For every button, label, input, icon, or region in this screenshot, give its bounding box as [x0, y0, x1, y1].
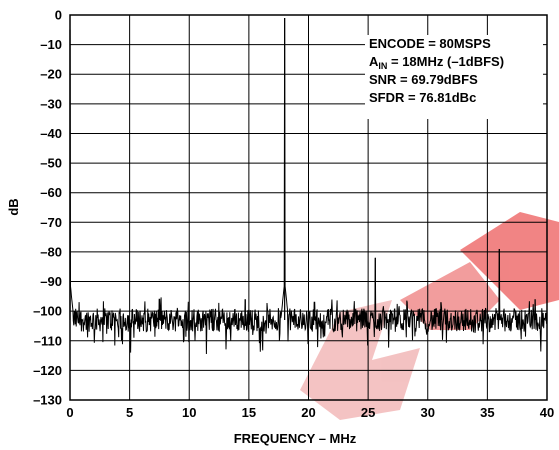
y-tick-label: –30: [40, 96, 62, 111]
y-tick-label: –100: [33, 304, 62, 319]
y-tick-label: –120: [33, 363, 62, 378]
y-tick-label: 0: [55, 8, 62, 23]
y-tick-label: –20: [40, 67, 62, 82]
x-tick-label: 0: [66, 405, 73, 420]
y-tick-label: –90: [40, 274, 62, 289]
y-tick-label: –70: [40, 215, 62, 230]
spectrum-trace: [69, 17, 548, 355]
y-tick-label: –80: [40, 244, 62, 259]
y-axis-title: dB: [6, 198, 21, 215]
annotation-sfdr: SFDR = 76.81dBc: [369, 90, 476, 105]
x-tick-label: 20: [301, 405, 315, 420]
x-tick-label: 10: [182, 405, 196, 420]
y-tick-label: –110: [34, 333, 62, 348]
y-tick-label: –40: [40, 126, 62, 141]
y-tick-label: –130: [33, 393, 62, 408]
annotation-snr: SNR = 69.79dBFS: [369, 72, 478, 87]
x-tick-label: 30: [421, 405, 435, 420]
x-tick-label: 5: [126, 405, 133, 420]
x-tick-label: 25: [361, 405, 375, 420]
watermark-logo: [300, 212, 559, 420]
x-tick-label: 15: [242, 405, 256, 420]
annotation-encode: ENCODE = 80MSPS: [369, 36, 491, 51]
annotation-background: [365, 35, 543, 119]
y-tick-label: –60: [40, 185, 62, 200]
y-tick-label: –10: [40, 37, 62, 52]
y-tick-label: –50: [40, 156, 62, 171]
x-tick-label: 35: [480, 405, 494, 420]
annotation-ain: AIN = 18MHz (–1dBFS): [369, 54, 504, 71]
x-axis-title: FREQUENCY – MHz: [234, 431, 357, 446]
x-tick-label: 40: [540, 405, 554, 420]
